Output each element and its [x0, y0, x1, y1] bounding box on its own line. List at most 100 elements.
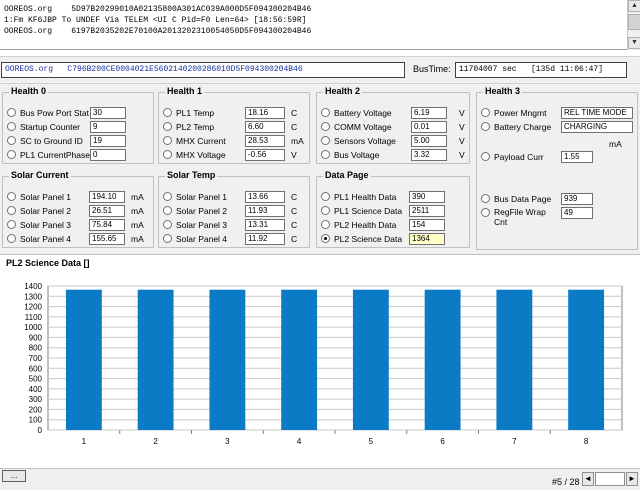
status-button[interactable]: ...: [2, 470, 26, 482]
radio-button[interactable]: [7, 108, 16, 117]
radio-button[interactable]: [481, 122, 490, 131]
radio-button[interactable]: [163, 150, 172, 159]
radio-button[interactable]: [7, 136, 16, 145]
scroll-thumb[interactable]: [628, 14, 640, 30]
scroll-up-button[interactable]: ▲: [628, 0, 640, 12]
log-scrollbar[interactable]: ▲ ▼: [627, 0, 640, 50]
field-unit: mA: [291, 136, 304, 146]
radio-button[interactable]: [7, 234, 16, 243]
page-scroll-thumb[interactable]: [595, 472, 625, 486]
radio-button[interactable]: [321, 136, 330, 145]
field-pl2-health-data[interactable]: PL2 Health Data 154: [321, 219, 467, 231]
radio-button[interactable]: [321, 220, 330, 229]
radio-button[interactable]: [321, 108, 330, 117]
radio-button[interactable]: [7, 220, 16, 229]
group-solar-temp: Solar Temp Solar Panel 1 13.66 C Solar P…: [158, 170, 310, 248]
field-value: 13.66: [245, 191, 285, 203]
radio-button[interactable]: [321, 122, 330, 131]
radio-button[interactable]: [163, 122, 172, 131]
field-pl1-health-data[interactable]: PL1 Health Data 390: [321, 191, 467, 203]
radio-button[interactable]: [163, 234, 172, 243]
field-solar-current-3[interactable]: Solar Panel 3 75.84 mA: [7, 219, 151, 231]
field-startup-counter[interactable]: Startup Counter 9: [7, 121, 151, 133]
field-payload-curr[interactable]: Payload Curr 1.55: [481, 151, 635, 163]
radio-button[interactable]: [163, 136, 172, 145]
field-pl1-currentphase[interactable]: PL1 CurrentPhase 0: [7, 149, 151, 161]
field-unit: mA: [131, 192, 144, 202]
radio-button[interactable]: [7, 150, 16, 159]
field-value: 19: [90, 135, 126, 147]
packet-field[interactable]: OOREOS.org C796B200CE0004021E56021402002…: [1, 62, 405, 78]
radio-button[interactable]: [321, 206, 330, 215]
field-solar-temp-4[interactable]: Solar Panel 4 11.92 C: [163, 233, 307, 245]
field-pl2-temp[interactable]: PL2 Temp 6.60 C: [163, 121, 307, 133]
radio-button[interactable]: [321, 192, 330, 201]
y-tick-label: 800: [29, 344, 43, 353]
field-solar-temp-3[interactable]: Solar Panel 3 13.31 C: [163, 219, 307, 231]
bustime-field[interactable]: 11704007 sec [135d 11:06:47]: [455, 62, 627, 78]
radio-button[interactable]: [481, 108, 490, 117]
field-regfile-wrap-cnt[interactable]: RegFile Wrap Cnt 49: [481, 207, 635, 231]
y-tick-label: 100: [29, 416, 43, 425]
field-value: 28.53: [245, 135, 285, 147]
radio-button[interactable]: [481, 194, 490, 203]
field-label: Solar Panel 4: [20, 234, 72, 244]
radio-button[interactable]: [321, 150, 330, 159]
y-tick-label: 900: [29, 333, 43, 342]
radio-button[interactable]: [481, 152, 490, 161]
radio-button[interactable]: [163, 108, 172, 117]
radio-button[interactable]: [7, 192, 16, 201]
field-mhx-voltage[interactable]: MHX Voltage -0.56 V: [163, 149, 307, 161]
radio-button[interactable]: [7, 206, 16, 215]
field-pl1-science-data[interactable]: PL1 Science Data 2511: [321, 205, 467, 217]
field-solar-current-1[interactable]: Solar Panel 1 194.10 mA: [7, 191, 151, 203]
field-battery-charge[interactable]: Battery Charge CHARGING: [481, 121, 635, 133]
field-sensors-voltage[interactable]: Sensors Voltage 5.00 V: [321, 135, 467, 147]
field-unit: mA: [131, 206, 144, 216]
field-value: 3.32: [411, 149, 447, 161]
field-unit: mA: [131, 234, 144, 244]
field-battery-voltage[interactable]: Battery Voltage 6.19 V: [321, 107, 467, 119]
field-unit: V: [291, 150, 297, 160]
field-sc-to-ground-id[interactable]: SC to Ground ID 19: [7, 135, 151, 147]
field-unit: V: [459, 150, 465, 160]
x-tick-label: 7: [512, 437, 517, 446]
field-pl2-science-data[interactable]: PL2 Science Data 1364: [321, 233, 467, 245]
field-solar-current-2[interactable]: Solar Panel 2 26.51 mA: [7, 205, 151, 217]
radio-button[interactable]: [163, 220, 172, 229]
y-tick-label: 400: [29, 385, 43, 394]
field-bus-pow-port-stat[interactable]: Bus Pow Port Stat 30: [7, 107, 151, 119]
field-solar-current-4[interactable]: Solar Panel 4 155.65 mA: [7, 233, 151, 245]
field-label: RegFile Wrap Cnt: [494, 207, 546, 227]
field-value: 49: [561, 207, 593, 219]
field-bus-data-page[interactable]: Bus Data Page 939: [481, 193, 635, 205]
field-bus-voltage[interactable]: Bus Voltage 3.32 V: [321, 149, 467, 161]
radio-button[interactable]: [481, 208, 490, 217]
next-page-button[interactable]: ►: [626, 472, 638, 486]
radio-button[interactable]: [7, 122, 16, 131]
telemetry-log[interactable]: OOREOS.org 5D97B20299010A02135800A301AC0…: [0, 0, 640, 50]
y-tick-label: 700: [29, 354, 43, 363]
prev-page-button[interactable]: ◄: [582, 472, 594, 486]
field-label: PL2 Temp: [176, 122, 215, 132]
field-label: Bus Data Page: [494, 194, 552, 204]
field-power-mngmt[interactable]: Power Mngmt REL TIME MODE: [481, 107, 635, 119]
scroll-down-button[interactable]: ▼: [628, 37, 640, 49]
field-mhx-current[interactable]: MHX Current 28.53 mA: [163, 135, 307, 147]
field-comm-voltage[interactable]: COMM Voltage 0.01 V: [321, 121, 467, 133]
radio-button-selected[interactable]: [321, 234, 330, 243]
field-solar-temp-1[interactable]: Solar Panel 1 13.66 C: [163, 191, 307, 203]
field-unit: C: [291, 234, 298, 244]
field-label: PL2 Health Data: [334, 220, 397, 230]
log-line: 1:Fm KF6JBP To UNDEF Via TELEM <UI C Pid…: [4, 16, 307, 25]
field-solar-temp-2[interactable]: Solar Panel 2 11.93 C: [163, 205, 307, 217]
y-tick-label: 1100: [25, 313, 43, 322]
field-unit: C: [291, 108, 298, 118]
group-health1: Health 1 PL1 Temp 18.16 C PL2 Temp 6.60 …: [158, 86, 310, 164]
telemetry-panels: Health 0 Bus Pow Port Stat 30 Startup Co…: [0, 84, 640, 254]
radio-button[interactable]: [163, 206, 172, 215]
field-pl1-temp[interactable]: PL1 Temp 18.16 C: [163, 107, 307, 119]
radio-button[interactable]: [163, 192, 172, 201]
y-tick-label: 1300: [24, 292, 42, 301]
